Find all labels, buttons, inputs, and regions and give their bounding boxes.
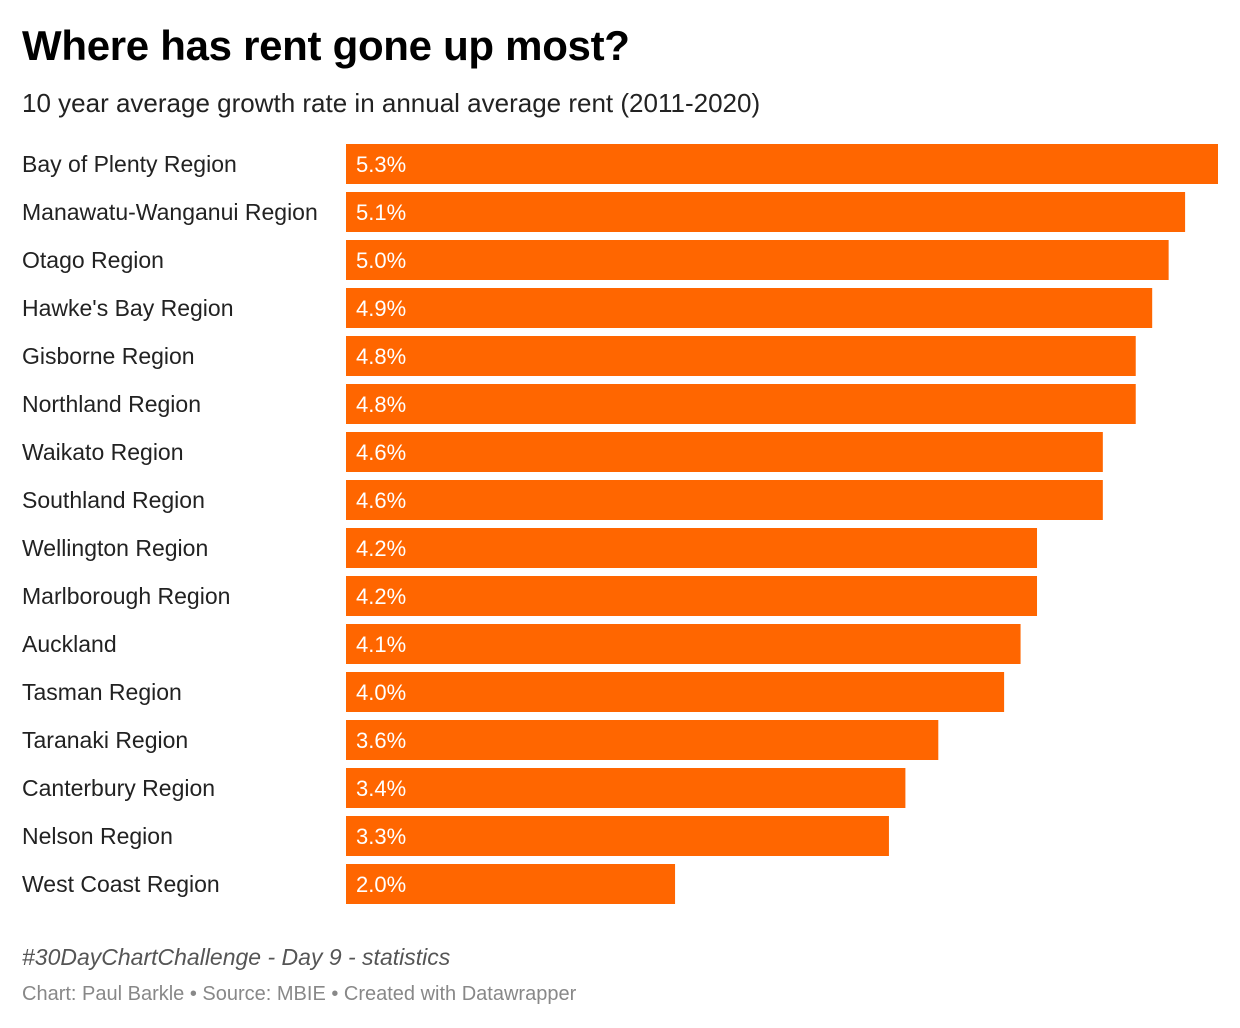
value-label: 2.0% <box>356 872 406 897</box>
bar-row: Tasman Region 4.0% <box>22 672 1005 712</box>
bar <box>346 480 1103 520</box>
bar <box>346 288 1153 328</box>
category-label: Southland Region <box>22 487 205 513</box>
category-label: Northland Region <box>22 391 201 417</box>
category-label: Marlborough Region <box>22 583 230 609</box>
value-label: 4.2% <box>356 536 406 561</box>
bar-row: Nelson Region 3.3% <box>22 816 889 856</box>
category-label: Taranaki Region <box>22 727 188 753</box>
chart-footer: Chart: Paul Barkle • Source: MBIE • Crea… <box>22 983 577 1005</box>
value-label: 4.1% <box>356 632 406 657</box>
category-label: Hawke's Bay Region <box>22 295 234 321</box>
bar <box>346 768 906 808</box>
value-label: 3.4% <box>356 776 406 801</box>
bar-chart: Bay of Plenty Region 5.3% Manawatu-Wanganu… <box>22 144 1218 904</box>
bar-row: Otago Region 5.0% <box>22 240 1169 280</box>
bar <box>346 192 1186 232</box>
category-label: Nelson Region <box>22 823 173 849</box>
category-label: Canterbury Region <box>22 775 215 801</box>
value-label: 3.6% <box>356 728 406 753</box>
value-label: 3.3% <box>356 824 406 849</box>
value-label: 5.0% <box>356 248 406 273</box>
bar <box>346 576 1038 616</box>
bar <box>346 672 1005 712</box>
category-label: Wellington Region <box>22 535 208 561</box>
bar-row: Auckland 4.1% <box>22 624 1021 664</box>
bar-row: West Coast Region 2.0% <box>22 864 676 904</box>
category-label: Auckland <box>22 631 117 657</box>
category-label: Waikato Region <box>22 439 184 465</box>
chart-title: Where has rent gone up most? <box>22 22 630 69</box>
bar-row: Gisborne Region 4.8% <box>22 336 1136 376</box>
category-label: Otago Region <box>22 247 164 273</box>
bar-row: Southland Region 4.6% <box>22 480 1103 520</box>
category-label: Gisborne Region <box>22 343 195 369</box>
bar <box>346 816 889 856</box>
value-label: 4.2% <box>356 584 406 609</box>
value-label: 4.9% <box>356 296 406 321</box>
bar-row: Taranaki Region 3.6% <box>22 720 939 760</box>
category-label: Manawatu-Wanganui Region <box>22 199 318 225</box>
chart-subtitle: 10 year average growth rate in annual av… <box>22 88 761 118</box>
category-label: West Coast Region <box>22 871 220 897</box>
value-label: 4.0% <box>356 680 406 705</box>
bar-row: Northland Region 4.8% <box>22 384 1136 424</box>
bar-row: Hawke's Bay Region 4.9% <box>22 288 1153 328</box>
bar-row: Wellington Region 4.2% <box>22 528 1038 568</box>
bar-row: Canterbury Region 3.4% <box>22 768 906 808</box>
value-label: 4.6% <box>356 488 406 513</box>
bar <box>346 240 1169 280</box>
category-label: Tasman Region <box>22 679 182 705</box>
value-label: 4.8% <box>356 344 406 369</box>
bar <box>346 336 1136 376</box>
bar-row: Manawatu-Wanganui Region 5.1% <box>22 192 1186 232</box>
bar <box>346 624 1021 664</box>
bar <box>346 864 676 904</box>
category-label: Bay of Plenty Region <box>22 151 237 177</box>
bar-row: Waikato Region 4.6% <box>22 432 1103 472</box>
value-label: 5.3% <box>356 152 406 177</box>
bar <box>346 384 1136 424</box>
value-label: 4.8% <box>356 392 406 417</box>
bar <box>346 528 1038 568</box>
bar <box>346 432 1103 472</box>
bar <box>346 144 1218 184</box>
bar-row: Bay of Plenty Region 5.3% <box>22 144 1218 184</box>
value-label: 4.6% <box>356 440 406 465</box>
chart-notes: #30DayChartChallenge - Day 9 - statistic… <box>22 944 451 970</box>
bar <box>346 720 939 760</box>
bar-row: Marlborough Region 4.2% <box>22 576 1038 616</box>
value-label: 5.1% <box>356 200 406 225</box>
